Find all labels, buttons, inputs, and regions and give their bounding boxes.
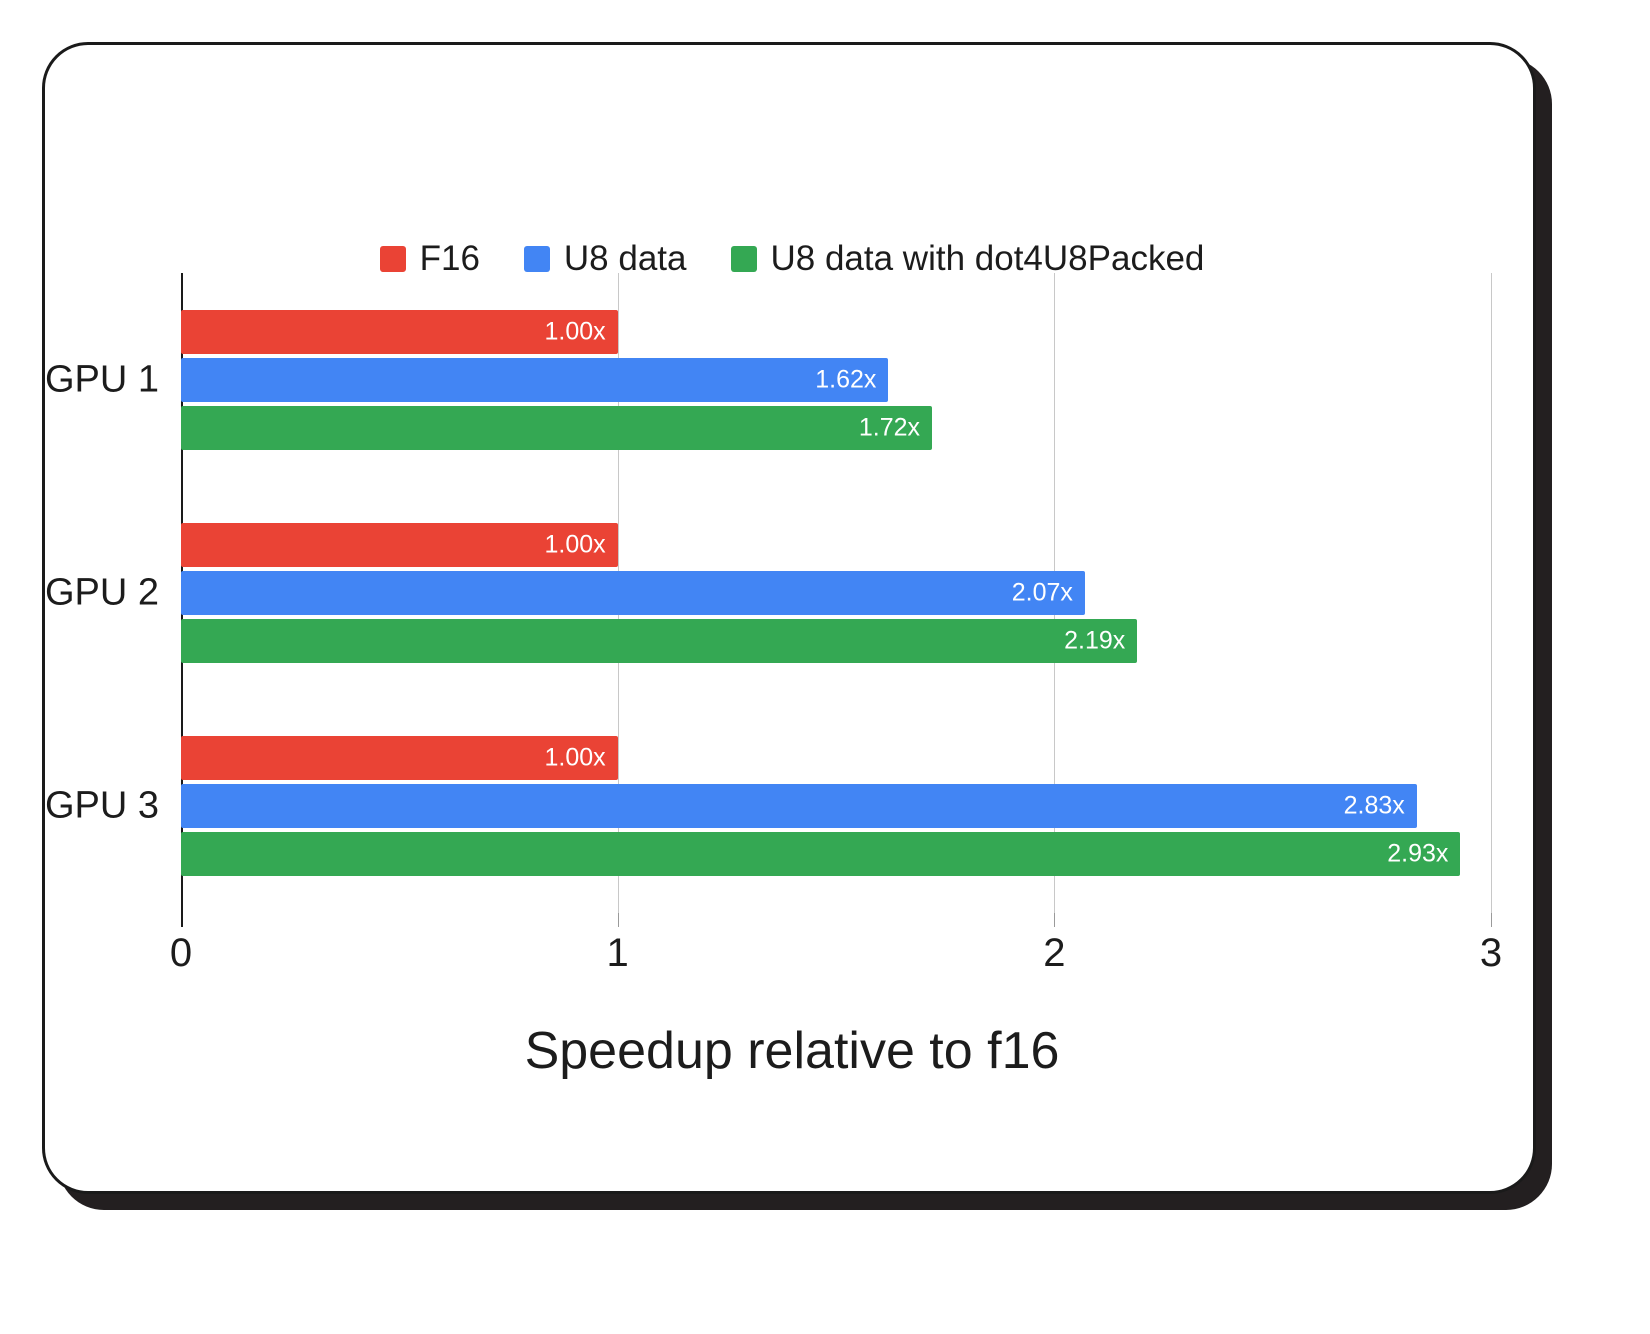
bar-row: 2.07x	[181, 571, 1491, 615]
bar-value-label: 1.00x	[544, 530, 606, 559]
bar-value-label: 1.00x	[544, 743, 606, 772]
legend-swatch-f16-icon	[379, 245, 406, 272]
bar-group-gpu-3: 1.00x 2.83x 2.93x	[181, 736, 1491, 877]
bar-row: 2.93x	[181, 832, 1491, 877]
bar-gpu-1-series-2[interactable]: 1.72x	[181, 405, 933, 450]
bar-row: 2.83x	[181, 784, 1491, 829]
bar-gpu-3-series-0[interactable]: 1.00x	[181, 736, 618, 781]
bar-row: 1.00x	[181, 523, 1491, 567]
x-axis-tick-labels: 0 1 2 3	[170, 931, 1502, 993]
chart-legend: F16 U8 data U8 data with dot4U8Packed	[45, 241, 1539, 276]
legend-swatch-u8-data-dot4u8packed-icon	[730, 245, 757, 272]
legend-swatch-u8-data-icon	[523, 245, 550, 272]
bar-gpu-3-series-2[interactable]: 2.93x	[181, 832, 1461, 877]
chart-card: F16 U8 data U8 data with dot4U8Packed GP…	[42, 42, 1536, 1194]
bar-gpu-3-series-1[interactable]: 2.83x	[181, 784, 1417, 829]
bar-gpu-2-series-0[interactable]: 1.00x	[181, 523, 618, 567]
x-tick-label-2: 2	[1043, 931, 1066, 975]
bar-value-label: 2.19x	[1064, 626, 1126, 655]
legend-label-f16: F16	[419, 239, 480, 278]
legend-item-u8-data-dot4u8packed[interactable]: U8 data with dot4U8Packed	[730, 239, 1205, 278]
gridline-3	[1491, 273, 1492, 913]
bar-value-label: 2.93x	[1387, 839, 1449, 868]
legend-item-f16[interactable]: F16	[379, 239, 480, 278]
bar-row: 1.72x	[181, 405, 1491, 450]
bar-value-label: 1.62x	[815, 365, 877, 394]
bar-gpu-2-series-2[interactable]: 2.19x	[181, 619, 1138, 663]
x-tick-mark-1	[617, 913, 619, 927]
x-tick-mark-0	[181, 913, 183, 927]
bar-value-label: 1.72x	[858, 413, 921, 442]
legend-label-u8-data-dot4u8packed: U8 data with dot4U8Packed	[770, 239, 1205, 278]
bars-layer: 1.00x 1.62x 1.72x 1.00x 2.07x 2.19x 1.00x 2.83x…	[181, 273, 1491, 913]
bar-gpu-1-series-0[interactable]: 1.00x	[181, 309, 618, 354]
x-tick-mark-3	[1491, 913, 1492, 927]
x-tick-label-3: 3	[1479, 931, 1503, 975]
bar-gpu-2-series-1[interactable]: 2.07x	[181, 571, 1085, 615]
bar-row: 2.19x	[181, 619, 1491, 663]
x-axis-title: Speedup relative to f16	[524, 1022, 1060, 1080]
x-tick-mark-2	[1054, 913, 1056, 927]
y-axis-label-gpu-2: GPU 2	[44, 571, 159, 614]
bar-value-label: 2.83x	[1343, 791, 1405, 820]
y-axis-label-gpu-3: GPU 3	[44, 784, 159, 827]
x-tick-label-0: 0	[169, 931, 193, 975]
bar-value-label: 1.00x	[544, 317, 606, 346]
legend-item-u8-data[interactable]: U8 data	[523, 239, 687, 278]
y-axis-category-labels: GPU 1 GPU 2 GPU 3	[45, 273, 181, 913]
bar-gpu-1-series-1[interactable]: 1.62x	[181, 357, 889, 402]
x-tick-label-1: 1	[606, 931, 629, 975]
bar-group-gpu-2: 1.00x 2.07x 2.19x	[181, 523, 1491, 663]
bar-row: 1.00x	[181, 736, 1491, 781]
plot-area: 1.00x 1.62x 1.72x 1.00x 2.07x 2.19x 1.00x 2.83x…	[181, 273, 1492, 927]
bar-row: 1.62x	[181, 357, 1491, 402]
y-axis-label-gpu-1: GPU 1	[44, 358, 159, 401]
bar-group-gpu-1: 1.00x 1.62x 1.72x	[181, 309, 1491, 450]
bar-value-label: 2.07x	[1011, 578, 1073, 607]
legend-label-u8-data: U8 data	[563, 239, 687, 278]
bar-row: 1.00x	[181, 309, 1491, 354]
